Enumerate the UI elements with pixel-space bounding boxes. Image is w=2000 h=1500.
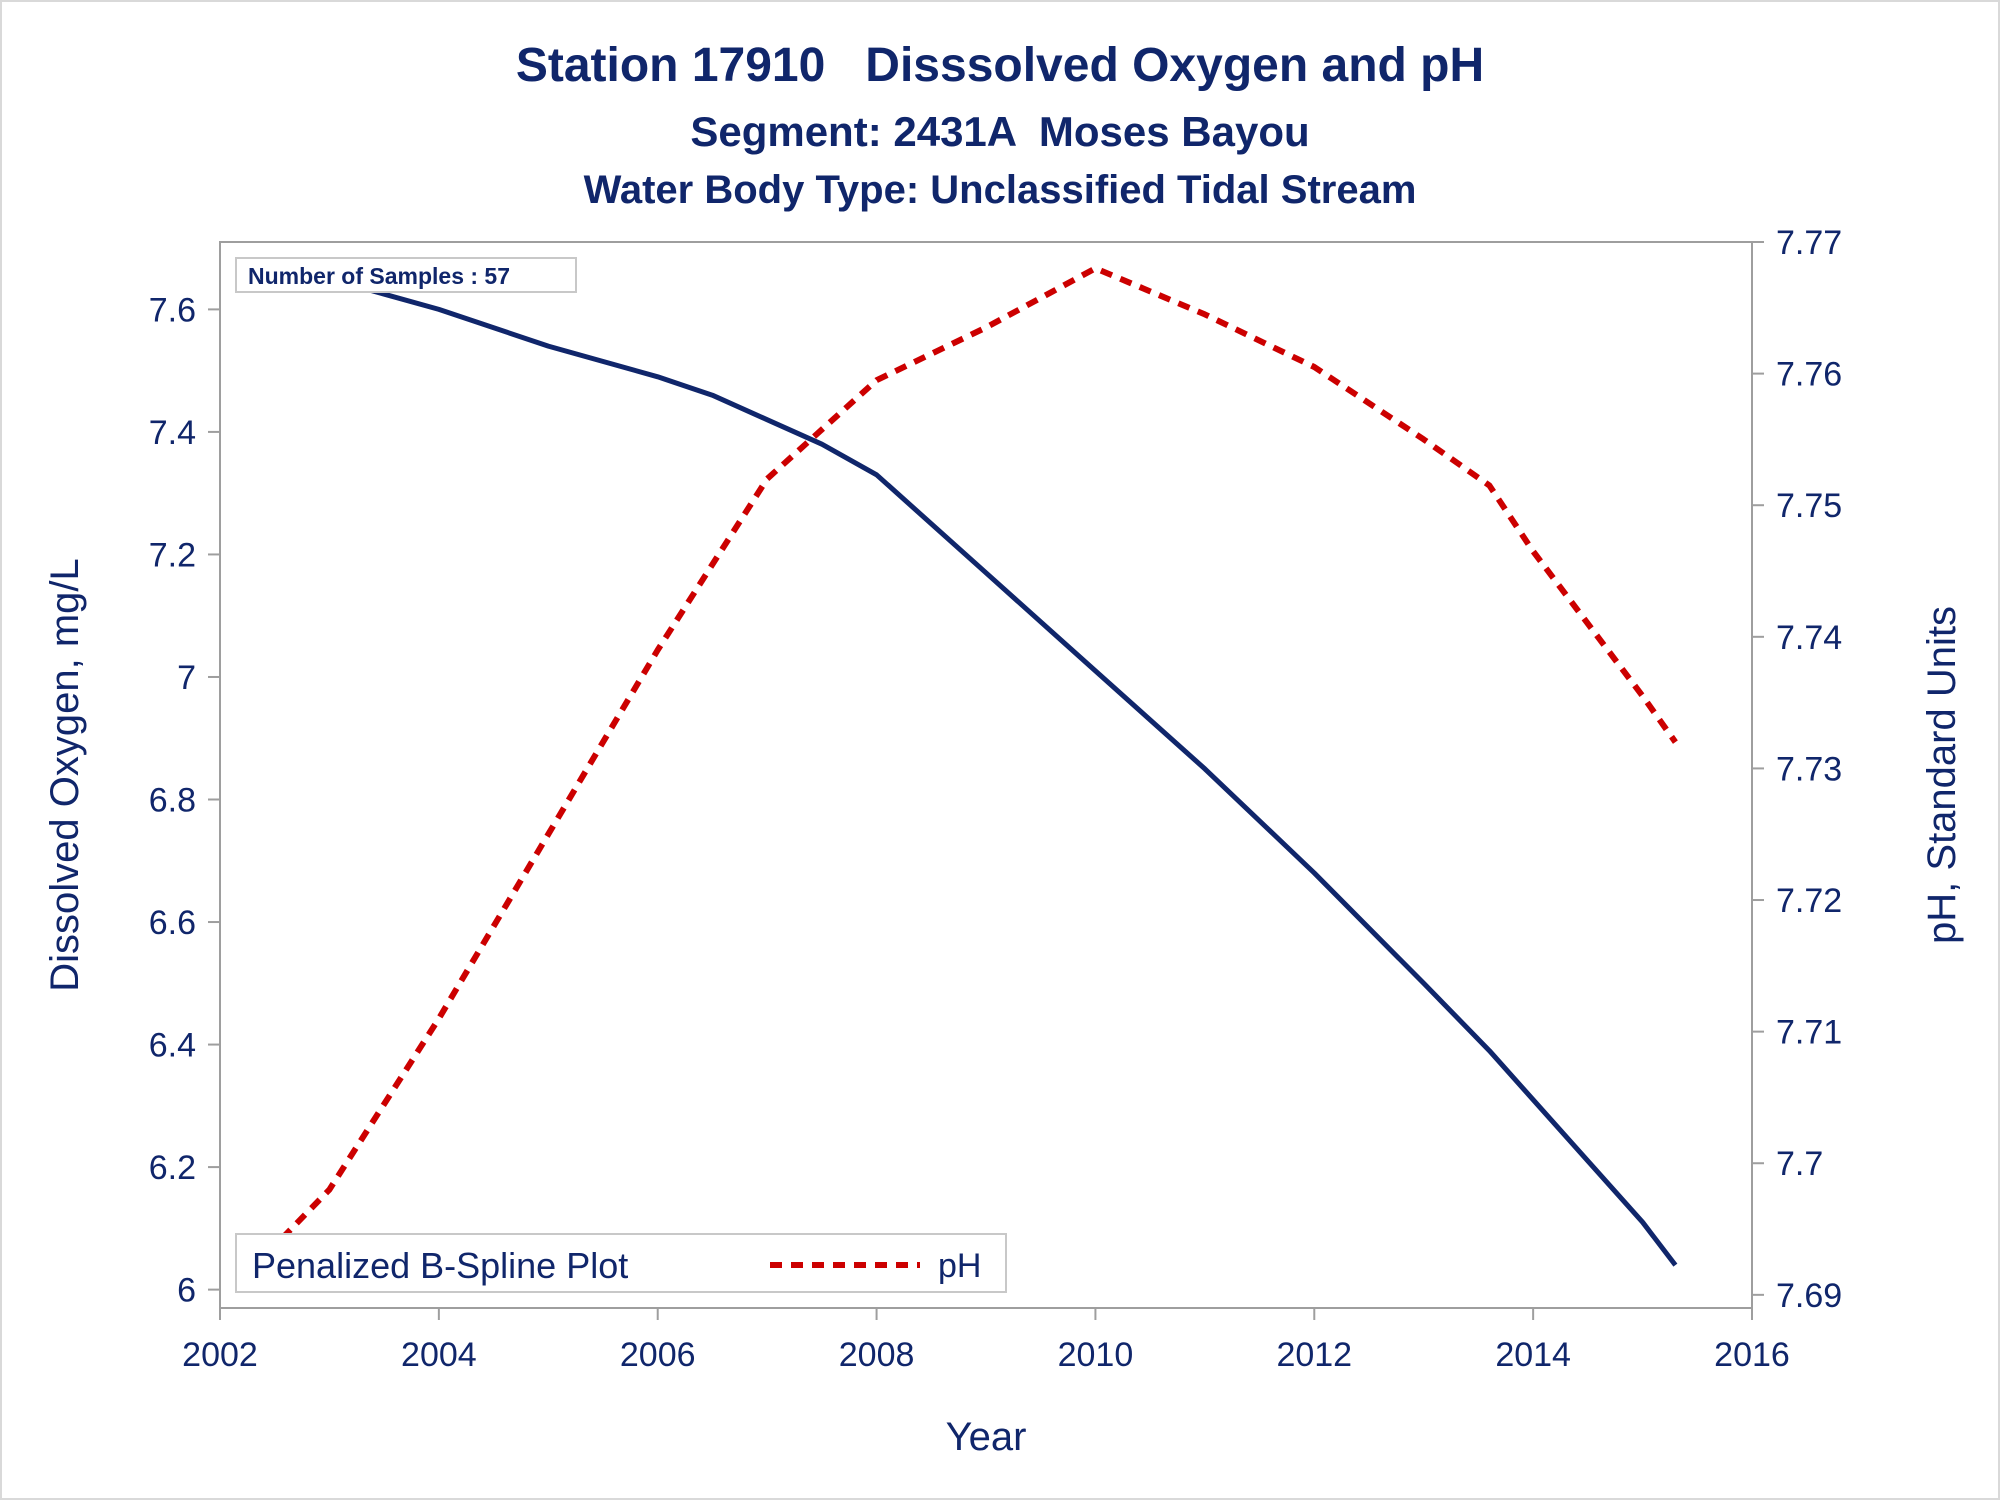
y2-tick-label: 7.74: [1776, 619, 1842, 657]
legend-entry-ph: pH: [938, 1247, 981, 1285]
x-tick-label: 2016: [1714, 1336, 1790, 1374]
y-tick-label: 7.2: [149, 536, 196, 574]
y-tick-label: 7.6: [149, 291, 196, 329]
x-tick-label: 2010: [1058, 1336, 1134, 1374]
y-tick-label: 6.8: [149, 782, 196, 820]
y2-tick-label: 7.72: [1776, 882, 1842, 920]
x-tick-label: 2008: [839, 1336, 915, 1374]
sample-count-box: [235, 257, 577, 293]
y2-tick-label: 7.69: [1776, 1277, 1842, 1315]
series-group: [250, 257, 1678, 1271]
y-axis-label: Dissolved Oxygen, mg/L: [43, 558, 87, 992]
y-tick-label: 6: [177, 1272, 196, 1310]
chart-title: Station 17910 Disssolved Oxygen and pH: [515, 39, 1485, 92]
ph-series-line: [250, 265, 1678, 1271]
y2-tick-label: 7.7: [1776, 1145, 1823, 1183]
y2-tick-label: 7.71: [1776, 1014, 1842, 1052]
dissolved-oxygen-series-line: [252, 257, 1678, 1267]
y2-tick-label: 7.73: [1776, 750, 1842, 788]
y-tick-label: 6.6: [149, 904, 196, 942]
axes-group: 2002 2004 2006 2008 2010 2012 2014 2016 6 6.2 6.4 6…: [43, 224, 1964, 1459]
x-tick-label: 2004: [401, 1336, 477, 1374]
sample-count-annotation: Number of Samples : 57: [248, 263, 510, 289]
y2-tick-label: 7.77: [1776, 224, 1842, 262]
y-tick-label: 7: [177, 659, 196, 697]
y2-tick-label: 7.75: [1776, 487, 1842, 525]
chart-subtitle-water-body: Water Body Type: Unclassified Tidal Stre…: [583, 168, 1417, 212]
y2-tick-label: 7.76: [1776, 356, 1842, 394]
overlay-group: Number of Samples : 57 Penalized B-Spline…: [235, 257, 1007, 1293]
x-tick-label: 2006: [620, 1336, 696, 1374]
x-axis-label: Year: [946, 1415, 1027, 1459]
legend-title: Penalized B-Spline Plot: [252, 1245, 628, 1286]
plot-frame: [219, 241, 1753, 1309]
x-tick-label: 2002: [182, 1336, 258, 1374]
y2-axis-label: pH, Standard Units: [1920, 606, 1964, 944]
x-tick-label: 2014: [1495, 1336, 1571, 1374]
y-tick-label: 6.4: [149, 1027, 196, 1065]
chart-subtitle: Segment: 2431A Moses Bayou: [690, 108, 1310, 155]
y-tick-label: 7.4: [149, 414, 196, 452]
y-tick-label: 6.2: [149, 1149, 196, 1187]
x-tick-label: 2012: [1276, 1336, 1352, 1374]
